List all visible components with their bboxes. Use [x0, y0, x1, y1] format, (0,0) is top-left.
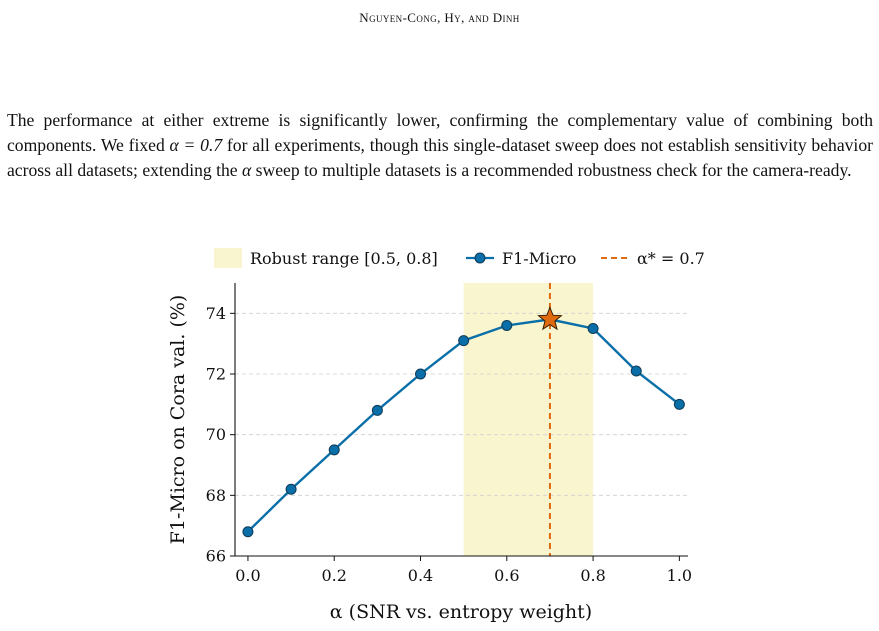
data-point-6: [501, 319, 513, 331]
x-tick-label-3: 0.6: [494, 566, 519, 585]
paragraph-text-2: for all experiments, though this single-…: [7, 135, 873, 180]
data-point-0: [242, 526, 254, 538]
legend-robust-label: Robust range [0.5, 0.8]: [250, 249, 438, 268]
chart-axes: 66 68 70 72 74 0.0 0.2 0.4 0.6 0.8 1.0: [206, 283, 692, 585]
running-head: Nguyen-Cong, Hy, and Dinh: [359, 10, 520, 25]
legend-f1-marker: [474, 252, 486, 264]
data-point-1: [285, 483, 297, 495]
data-point-8: [587, 323, 599, 334]
legend-optimum-label: α* = 0.7: [637, 249, 705, 268]
data-point-9: [630, 365, 642, 377]
chart-legend: Robust range [0.5, 0.8] F1-Micro α* = 0.…: [214, 248, 705, 268]
legend-robust-swatch: [214, 248, 242, 268]
y-tick-label-0: 66: [206, 547, 226, 566]
x-tick-label-0: 0.0: [235, 566, 260, 585]
data-point-10: [673, 398, 685, 410]
optimum-star-marker: [537, 306, 563, 331]
data-point-3: [371, 404, 383, 416]
paragraph-text-3: sweep to multiple datasets is a recommen…: [251, 160, 852, 180]
robust-range-band: [463, 283, 594, 556]
y-tick-label-1: 68: [206, 486, 226, 505]
paragraph-math-alpha: α: [242, 160, 252, 180]
x-axis-label: α (SNR vs. entropy weight): [330, 601, 592, 623]
body-paragraph: The performance at either extreme is sig…: [7, 108, 873, 183]
paragraph-math-alpha-value: α = 0.7: [169, 135, 223, 155]
chart-grid: [235, 312, 688, 557]
x-tick-label-4: 0.8: [580, 566, 605, 585]
data-point-4: [415, 368, 427, 380]
x-tick-label-1: 0.2: [322, 566, 347, 585]
alpha-sweep-chart: Robust range [0.5, 0.8] F1-Micro α* = 0.…: [167, 248, 705, 623]
y-tick-label-3: 72: [206, 365, 226, 384]
data-point-2: [328, 444, 340, 456]
x-tick-label-2: 0.4: [408, 566, 433, 585]
y-tick-label-2: 70: [206, 425, 226, 444]
data-point-5: [458, 335, 470, 347]
paragraph-text-1: The performance at either extreme is sig…: [7, 110, 873, 155]
series-line-f1-micro: [247, 318, 681, 533]
x-tick-label-5: 1.0: [667, 566, 692, 585]
y-tick-label-4: 74: [206, 304, 226, 323]
legend-f1-label: F1-Micro: [502, 249, 576, 268]
series-points-f1-micro: [242, 319, 685, 538]
y-axis-label: F1-Micro on Cora val. (%): [167, 295, 189, 545]
